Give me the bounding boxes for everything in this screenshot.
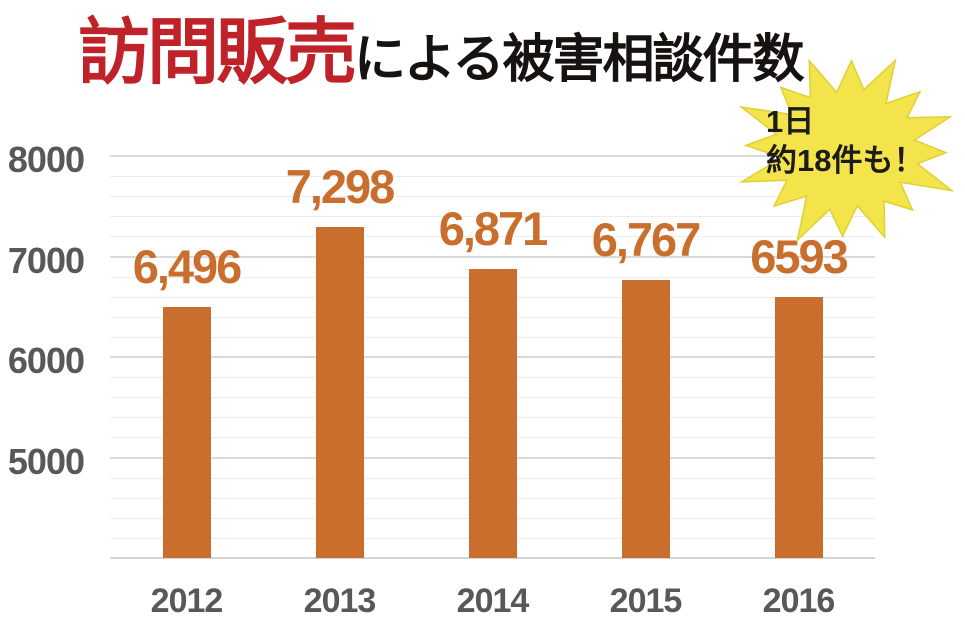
title-rest: による被害相談件数 (354, 31, 804, 89)
bar-2013 (315, 226, 364, 558)
starburst-badge: 1日 約18件も！ (720, 50, 965, 248)
category-label-2016: 2016 (762, 582, 836, 620)
value-label-2016: 6593 (750, 230, 849, 284)
value-label-2013: 7,298 (285, 159, 396, 213)
gridline-minor (110, 196, 875, 198)
y-axis-tick-8000: 8000 (7, 139, 85, 180)
gridline-major (110, 255, 875, 258)
gridline-major (110, 155, 875, 157)
category-label-2015: 2015 (609, 582, 683, 620)
gridline-minor (110, 216, 875, 218)
starburst-icon (738, 58, 955, 243)
page-title: 訪問販売 による被害相談件数 (78, 13, 804, 93)
x-axis-baseline (110, 557, 875, 559)
badge-line-1: 1日 (766, 104, 815, 139)
category-label-2014: 2014 (456, 582, 530, 620)
bar-2015 (621, 279, 670, 558)
category-label-2012: 2012 (150, 582, 224, 620)
value-label-2012: 6,496 (132, 240, 243, 294)
category-label-2013: 2013 (303, 582, 377, 620)
y-axis-tick-5000: 5000 (7, 440, 85, 482)
bar-2012 (162, 307, 211, 558)
bar-2016 (774, 297, 823, 558)
value-label-2014: 6,871 (438, 202, 549, 256)
bar-2014 (468, 269, 517, 558)
title-highlight: 訪問販売 (78, 13, 357, 93)
badge-text: 1日 約18件も！ (766, 102, 924, 180)
value-label-2015: 6,767 (591, 212, 702, 266)
badge-line-2: 約18件も！ (766, 143, 925, 178)
y-axis-tick-7000: 7000 (7, 239, 85, 281)
gridline-minor (110, 236, 875, 238)
gridline-minor (110, 176, 875, 178)
y-axis-tick-6000: 6000 (7, 340, 85, 381)
